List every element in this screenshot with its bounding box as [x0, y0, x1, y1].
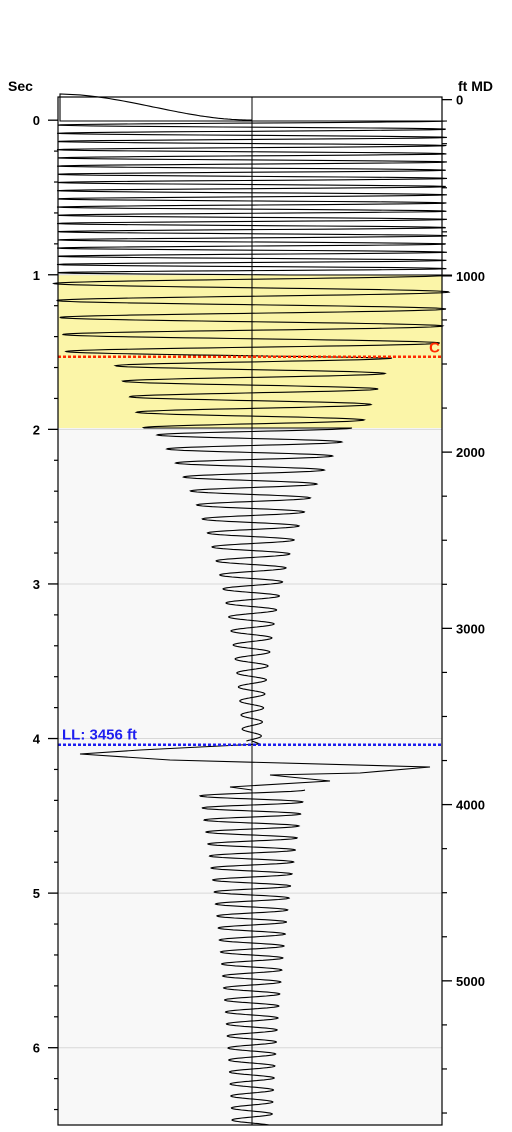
plot-background-lower [58, 428, 442, 1125]
left-tick-label: 6 [33, 1041, 40, 1056]
trace-segment-lower [198, 789, 306, 1126]
left-tick-label: 0 [33, 113, 40, 128]
right-tick-label: 1000 [456, 269, 485, 284]
right-tick-label: 5000 [456, 974, 485, 989]
echo-trace [52, 93, 453, 1126]
left-tick-label: 4 [33, 732, 41, 747]
left-axis-label: Sec [8, 78, 33, 94]
marker-label: C [429, 340, 440, 357]
left-tick-label: 1 [33, 268, 40, 283]
shaded-band [58, 275, 442, 428]
right-tick-label: 0 [456, 93, 463, 108]
right-tick-label: 2000 [456, 445, 485, 460]
right-axis-label: ft MD [458, 78, 493, 94]
plot-frame [57, 96, 443, 1126]
right-tick-label: 4000 [456, 798, 485, 813]
left-axis: 0 1 2 3 4 5 6 [33, 113, 58, 1111]
markers: C LL: 3456 ft [58, 340, 442, 746]
left-tick-label: 5 [33, 886, 40, 901]
liquid-level-echo [79, 740, 431, 791]
right-tick-label: 3000 [456, 621, 485, 636]
marker-label: LL: 3456 ft [62, 727, 137, 744]
left-tick-label: 3 [33, 577, 40, 592]
right-axis: 0 1000 2000 3000 4000 5000 [442, 93, 485, 1114]
trace-segment-upper [52, 93, 453, 742]
left-tick-label: 2 [33, 422, 40, 437]
